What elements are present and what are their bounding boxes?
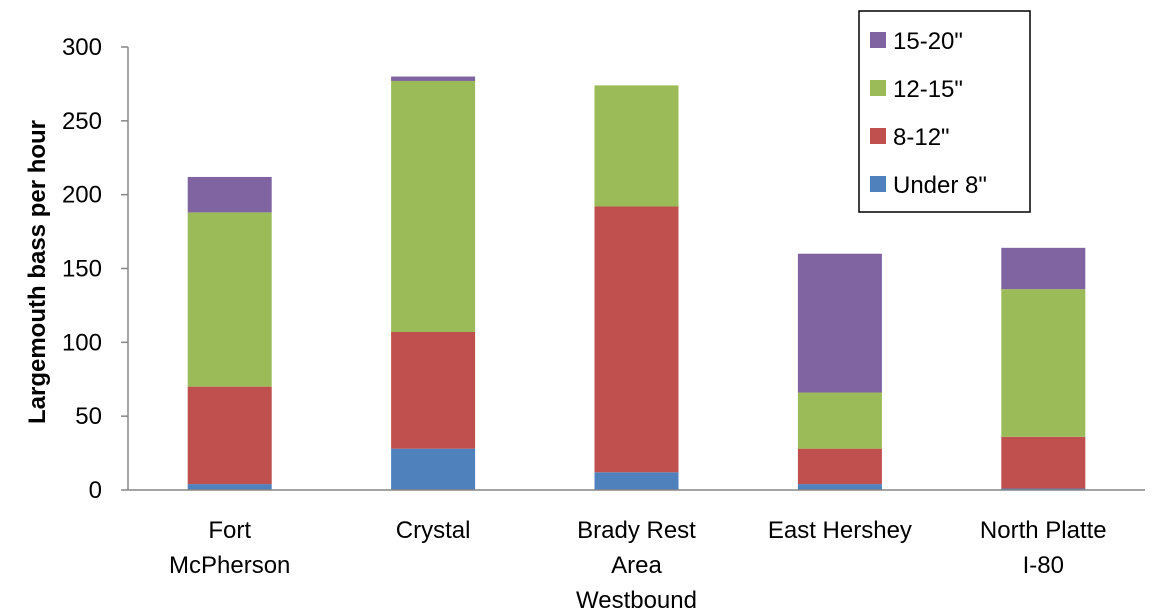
y-tick-label: 200 bbox=[62, 182, 102, 209]
legend: 15-20" 12-15" 8-12" Under 8" bbox=[858, 10, 1031, 213]
bar-segment bbox=[797, 392, 882, 449]
legend-label: 8-12" bbox=[893, 124, 950, 151]
x-tick-label: Brady Rest Area Westbound bbox=[576, 517, 697, 614]
bars bbox=[187, 76, 1086, 490]
y-tick-label: 300 bbox=[62, 34, 102, 61]
bar-segment bbox=[797, 484, 882, 490]
legend-label: 12-15" bbox=[893, 76, 963, 103]
x-axis: Fort McPherson Crystal Brady Rest Area Westbo… bbox=[128, 489, 1145, 614]
legend-swatch bbox=[870, 176, 886, 192]
y-tick-label: 250 bbox=[62, 108, 102, 135]
bar-segment bbox=[1001, 247, 1086, 290]
bar-segment bbox=[187, 386, 272, 485]
y-tick-label: 0 bbox=[89, 477, 102, 504]
bar-segment bbox=[391, 331, 476, 449]
y-tick-label: 150 bbox=[62, 256, 102, 283]
legend-swatch bbox=[870, 80, 886, 96]
legend-label: Under 8" bbox=[893, 172, 987, 199]
x-tick-label: East Hershey bbox=[768, 517, 912, 544]
y-tick-label: 100 bbox=[62, 329, 102, 356]
bar-segment bbox=[594, 472, 679, 490]
bar-segment bbox=[187, 212, 272, 387]
legend-swatch bbox=[870, 32, 886, 48]
legend-swatch bbox=[870, 128, 886, 144]
bar-segment bbox=[1001, 289, 1086, 437]
legend-label: 15-20" bbox=[893, 28, 963, 55]
bar-segment bbox=[594, 85, 679, 207]
bar-segment bbox=[391, 76, 476, 81]
y-tick-label: 50 bbox=[75, 403, 102, 430]
bar-segment bbox=[594, 206, 679, 473]
bar-segment bbox=[391, 80, 476, 332]
x-tick-label: Fort McPherson bbox=[169, 517, 290, 579]
bar-segment bbox=[187, 484, 272, 490]
bar-segment bbox=[187, 176, 272, 213]
bar-segment bbox=[797, 448, 882, 485]
y-axis-label: Largemouth bass per hour bbox=[24, 120, 51, 424]
legend-box bbox=[858, 10, 1031, 213]
bar-segment bbox=[1001, 436, 1086, 489]
bar-segment bbox=[391, 448, 476, 490]
bar-segment bbox=[797, 253, 882, 393]
x-tick-label: Crystal bbox=[396, 517, 471, 544]
y-axis: 0 50 100 150 200 250 300 bbox=[62, 34, 129, 504]
x-tick-label: North Platte I-80 bbox=[980, 517, 1107, 579]
